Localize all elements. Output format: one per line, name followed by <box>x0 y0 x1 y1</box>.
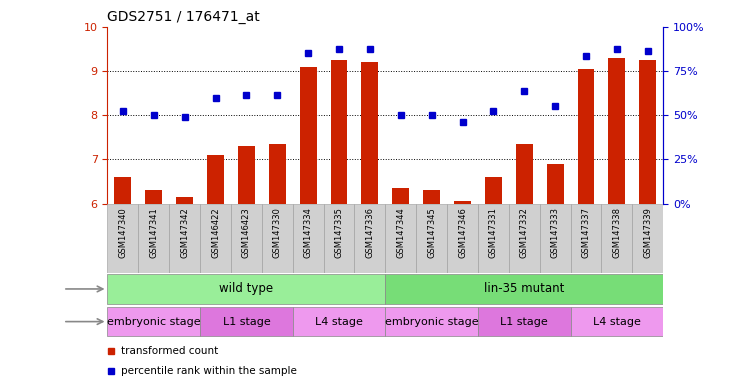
Bar <box>478 204 509 273</box>
Text: GSM147330: GSM147330 <box>273 207 282 258</box>
Bar <box>602 204 632 273</box>
Text: wild type: wild type <box>219 283 273 295</box>
Bar <box>269 144 286 204</box>
Text: GSM147340: GSM147340 <box>119 207 127 258</box>
Bar <box>509 204 539 273</box>
Bar <box>207 155 224 204</box>
Text: GSM147345: GSM147345 <box>427 207 436 258</box>
Bar <box>169 204 200 273</box>
Text: GSM147335: GSM147335 <box>334 207 344 258</box>
Bar <box>632 204 663 273</box>
Bar <box>200 204 231 273</box>
Bar <box>416 204 447 273</box>
Bar <box>385 204 416 273</box>
Text: GSM147342: GSM147342 <box>180 207 189 258</box>
Bar <box>262 204 293 273</box>
Bar <box>423 190 440 204</box>
Bar <box>145 190 162 204</box>
Bar <box>454 201 471 204</box>
Text: L1 stage: L1 stage <box>222 316 270 327</box>
Text: L4 stage: L4 stage <box>593 316 641 327</box>
Bar <box>293 307 385 336</box>
Bar <box>539 204 571 273</box>
Bar <box>139 204 169 273</box>
Bar <box>571 204 602 273</box>
Bar <box>176 197 193 204</box>
Bar <box>299 67 316 204</box>
Text: GSM147341: GSM147341 <box>149 207 159 258</box>
Bar <box>547 164 564 204</box>
Bar <box>447 204 478 273</box>
Text: embryonic stage: embryonic stage <box>107 316 201 327</box>
Bar <box>107 204 139 273</box>
Text: L4 stage: L4 stage <box>315 316 363 327</box>
Text: GSM147339: GSM147339 <box>643 207 652 258</box>
Bar <box>293 204 324 273</box>
Bar <box>114 177 131 204</box>
Bar <box>362 62 379 204</box>
Text: GSM147331: GSM147331 <box>489 207 498 258</box>
Bar <box>577 69 594 204</box>
Text: transformed count: transformed count <box>121 346 218 356</box>
Bar <box>571 307 663 336</box>
Text: L1 stage: L1 stage <box>500 316 548 327</box>
Text: GSM147336: GSM147336 <box>365 207 374 258</box>
Bar <box>516 144 533 204</box>
Bar <box>485 177 502 204</box>
Bar <box>478 307 571 336</box>
Bar <box>354 204 385 273</box>
Text: GSM147333: GSM147333 <box>551 207 559 258</box>
Bar <box>639 60 657 204</box>
Text: embryonic stage: embryonic stage <box>385 316 479 327</box>
Text: GSM146422: GSM146422 <box>211 207 220 258</box>
Bar <box>238 146 255 204</box>
Bar <box>385 307 478 336</box>
Text: GSM147338: GSM147338 <box>612 207 622 258</box>
Text: GSM147332: GSM147332 <box>519 207 529 258</box>
Bar <box>608 58 625 204</box>
Bar <box>324 204 354 273</box>
Bar <box>107 307 200 336</box>
Bar <box>330 60 348 204</box>
Bar <box>392 188 409 204</box>
Bar <box>385 274 663 304</box>
Text: lin-35 mutant: lin-35 mutant <box>484 283 565 295</box>
Bar <box>107 274 385 304</box>
Text: GDS2751 / 176471_at: GDS2751 / 176471_at <box>107 10 260 25</box>
Text: percentile rank within the sample: percentile rank within the sample <box>121 366 296 376</box>
Bar <box>231 204 262 273</box>
Text: GSM147346: GSM147346 <box>458 207 467 258</box>
Text: GSM147337: GSM147337 <box>582 207 591 258</box>
Text: GSM147334: GSM147334 <box>304 207 313 258</box>
Text: GSM147344: GSM147344 <box>396 207 405 258</box>
Text: GSM146423: GSM146423 <box>242 207 251 258</box>
Bar <box>200 307 293 336</box>
